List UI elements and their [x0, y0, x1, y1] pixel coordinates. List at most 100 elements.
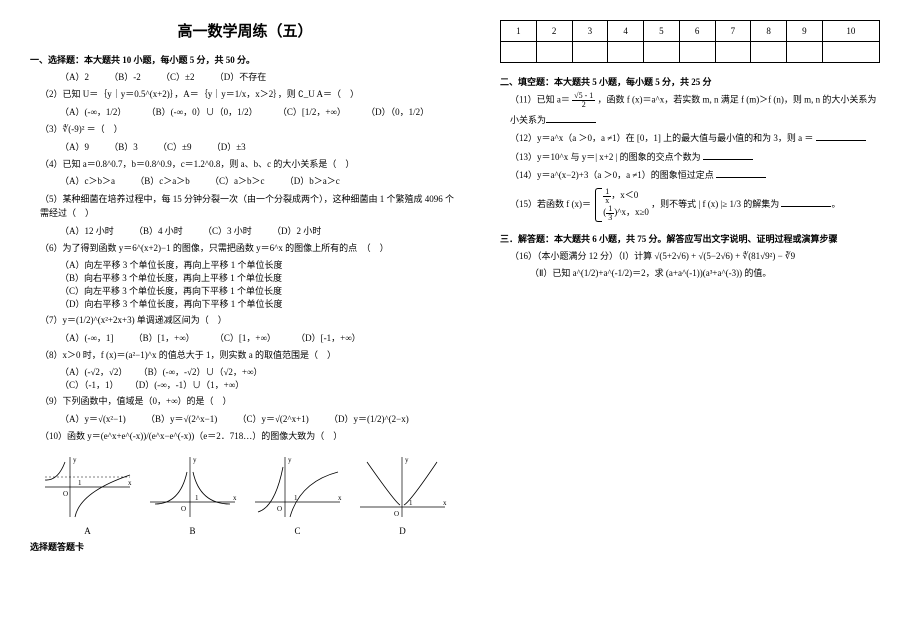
q9-opt-c: （C）y＝√(2^x+1)	[237, 412, 308, 426]
q16: （16）（本小题满分 12 分）（Ⅰ）计算 √(5+2√6) + √(5−2√6…	[510, 249, 880, 263]
q12: （12）y＝a^x（a ＞0，a ≠1）在 [0，1] 上的最大值与最小值的和为…	[510, 130, 880, 145]
q6: （6）为了得到函数 y＝6^(x+2)−1 的图像，只需把函数 y＝6^x 的图…	[40, 241, 460, 255]
q8-opt-b: （B）(-∞，-√2）∪（√2，+∞）	[139, 367, 263, 377]
q2-opt-d: （D）（0，1/2）	[366, 105, 429, 119]
svg-text:O: O	[277, 505, 282, 513]
q5-opt-a: （A）12 小时	[60, 224, 114, 238]
graph-c: xy O1 C	[250, 452, 345, 536]
q5: （5）某种细菌在培养过程中，每 15 分钟分裂一次（由一个分裂成两个），这种细菌…	[40, 192, 460, 221]
q5-opt-d: （D）2 小时	[272, 224, 321, 238]
graph-d-label: D	[355, 526, 450, 536]
graph-d-svg: xy O1	[355, 452, 450, 522]
ans-9[interactable]	[787, 42, 823, 63]
q7-opt-d: （D）[-1，+∞）	[296, 331, 361, 345]
q7-opt-b: （B）[1，+∞）	[134, 331, 195, 345]
q10: （10）函数 y＝(e^x+e^(-x))/(e^x−e^(-x))（e＝2．7…	[40, 429, 460, 443]
q15-blank[interactable]	[781, 196, 831, 207]
section-3-head: 三．解答题：本大题共 6 小题，共 75 分。解答应写出文字说明、证明过程或演算…	[500, 232, 880, 245]
q5-options: （A）12 小时 （B）4 小时 （C）3 小时 （D）2 小时	[60, 224, 460, 238]
q1-opt-d: （D）不存在	[215, 70, 267, 84]
q1-options: （A）2 （B）-2 （C）±2 （D）不存在	[60, 70, 460, 84]
svg-text:y: y	[73, 456, 77, 464]
ans-3[interactable]	[572, 42, 608, 63]
svg-text:y: y	[193, 456, 197, 464]
th-9: 9	[787, 21, 823, 42]
ans-5[interactable]	[644, 42, 680, 63]
q9-options: （A）y＝√(x²−1) （B）y＝√(2^x−1) （C）y＝√(2^x+1)…	[60, 412, 460, 426]
page-title: 高一数学周练（五）	[30, 20, 460, 41]
right-column: 1 2 3 4 5 6 7 8 9 10 二、填空题：本大题共 5 小题，每小题…	[500, 20, 880, 553]
svg-text:x: x	[338, 494, 342, 502]
th-5: 5	[644, 21, 680, 42]
q1-opt-a: （A）2	[60, 70, 89, 84]
left-column: 高一数学周练（五） 一、选择题：本大题共 10 小题，每小题 5 分，共 50 …	[30, 20, 460, 553]
q14: （14）y＝a^(x−2)+3（a ＞0，a ≠1）的图象恒过定点	[510, 167, 880, 182]
graph-b-label: B	[145, 526, 240, 536]
q11-text-b: ，函数 f (x)＝a^x，若实数 m, n 满足 f (m)＞f (n)，则 …	[597, 95, 876, 105]
ans-1[interactable]	[501, 42, 537, 63]
q15-text-b: ，则不等式 | f (x) |≥ 1/3 的解集为	[651, 199, 779, 209]
q12-blank[interactable]	[816, 130, 866, 141]
th-1: 1	[501, 21, 537, 42]
section-2-head: 二、填空题：本大题共 5 小题，每小题 5 分，共 25 分	[500, 75, 880, 88]
section-1-head: 一、选择题：本大题共 10 小题，每小题 5 分，共 50 分。	[30, 53, 460, 66]
q3-opt-d: （D）±3	[212, 140, 246, 154]
q16-part2: （Ⅱ）已知 a^(1/2)+a^(-1/2)＝2，求 (a+a^(-1))(a³…	[530, 266, 880, 280]
svg-text:O: O	[181, 505, 186, 513]
q6-sub: （A）向左平移 3 个单位长度，再向上平移 1 个单位长度 （B）向右平移 3 …	[60, 258, 460, 310]
ans-2[interactable]	[536, 42, 572, 63]
q2: （2）已知 U＝｛y｜y＝0.5^(x+2)｝，A＝｛y｜y＝1/x，x＞2｝，…	[40, 87, 460, 101]
svg-text:x: x	[128, 479, 132, 487]
q8-opt-c: （C）（-1，1）	[60, 380, 119, 390]
q11-text-a: （11）已知 a＝	[510, 95, 570, 105]
ans-7[interactable]	[715, 42, 751, 63]
q9: （9）下列函数中，值域是（0，+∞）的是（ ）	[40, 394, 460, 408]
q2-options: （A）(-∞，1/2） （B）(-∞，0）∪（0，1/2） （C）[1/2，+∞…	[60, 105, 460, 119]
graph-b-svg: xy O1	[145, 452, 240, 522]
svg-text:O: O	[63, 490, 68, 498]
th-6: 6	[679, 21, 715, 42]
th-7: 7	[715, 21, 751, 42]
q14-text: （14）y＝a^(x−2)+3（a ＞0，a ≠1）的图象恒过定点	[510, 170, 714, 180]
q4-opt-b: （B）c＞a＞b	[135, 174, 190, 188]
q11-blank[interactable]	[546, 112, 596, 123]
q1-opt-c: （C）±2	[161, 70, 194, 84]
q6-opt-d: （D）向右平移 3 个单位长度，再向下平移 1 个单位长度	[60, 297, 460, 310]
q4: （4）已知 a＝0.8^0.7，b＝0.8^0.9，c＝1.2^0.8，则 a、…	[40, 157, 460, 171]
svg-text:y: y	[288, 456, 292, 464]
ans-4[interactable]	[608, 42, 644, 63]
q13-blank[interactable]	[703, 149, 753, 160]
ans-6[interactable]	[679, 42, 715, 63]
q11-blank-row: 小关系为	[510, 112, 880, 127]
q3-options: （A）9 （B）3 （C）±9 （D）±3	[60, 140, 460, 154]
q7-options: （A）(-∞，1] （B）[1，+∞） （C）[1，+∞） （D）[-1，+∞）	[60, 331, 460, 345]
q13: （13）y＝10^x 与 y＝| x+2 | 的图象的交点个数为	[510, 149, 880, 164]
ans-10[interactable]	[822, 42, 879, 63]
svg-text:y: y	[405, 456, 409, 464]
table-row-header: 1 2 3 4 5 6 7 8 9 10	[501, 21, 880, 42]
q1-opt-b: （B）-2	[109, 70, 141, 84]
q7-opt-a: （A）(-∞，1]	[60, 331, 113, 345]
svg-text:x: x	[233, 494, 237, 502]
q15-piecewise: 1x，x＜0 (13)^x，x≥0	[593, 188, 649, 222]
q6-opt-a: （A）向左平移 3 个单位长度，再向上平移 1 个单位长度	[60, 258, 460, 271]
th-10: 10	[822, 21, 879, 42]
ans-8[interactable]	[751, 42, 787, 63]
q9-opt-b: （B）y＝√(2^x−1)	[146, 412, 217, 426]
q15-text-a: （15）若函数 f (x)＝	[510, 199, 591, 209]
q4-opt-c: （C）a＞b＞c	[210, 174, 265, 188]
q3-opt-c: （C）±9	[158, 140, 191, 154]
graph-c-svg: x y O 1	[250, 452, 345, 522]
graph-d: xy O1 D	[355, 452, 450, 536]
q6-opt-c: （C）向左平移 3 个单位长度，再向下平移 1 个单位长度	[60, 284, 460, 297]
q15: （15）若函数 f (x)＝ 1x，x＜0 (13)^x，x≥0 ，则不等式 |…	[510, 186, 880, 224]
q2-opt-c: （C）[1/2，+∞）	[278, 105, 346, 119]
q14-blank[interactable]	[716, 167, 766, 178]
graph-a: xy O 1 A	[40, 452, 135, 536]
q11-frac: √5 - 12	[572, 92, 595, 109]
svg-text:1: 1	[294, 494, 298, 502]
q3: （3）∜(-9)² ＝（ ）	[40, 122, 460, 136]
th-3: 3	[572, 21, 608, 42]
svg-text:x: x	[443, 499, 447, 507]
graph-a-svg: xy O 1	[40, 452, 135, 522]
